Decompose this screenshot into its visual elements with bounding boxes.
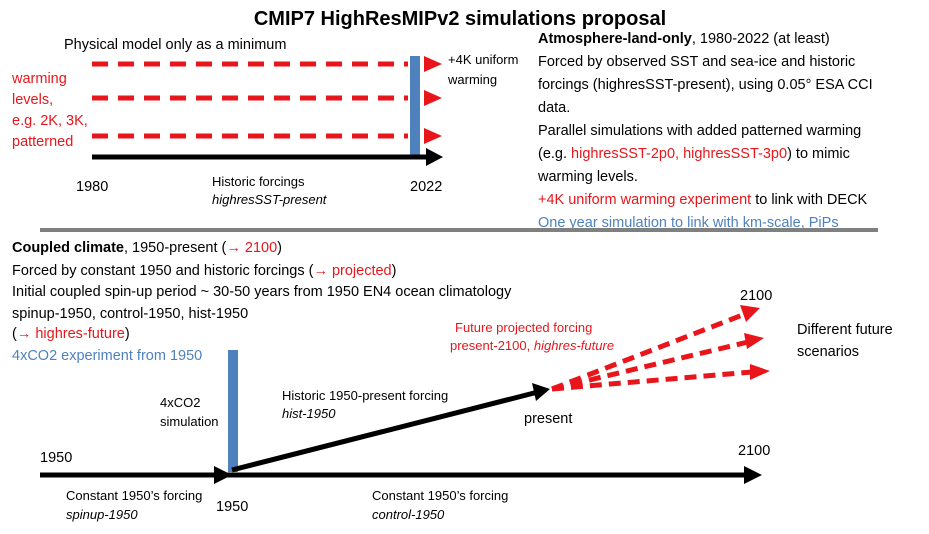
year-2100-top: 2100 [740, 288, 772, 304]
spinup-forcing-label: Constant 1950’s forcing [66, 488, 202, 503]
svg-text:4xCO2 experiment from 1950: 4xCO2 experiment from 1950 [12, 348, 202, 364]
svg-text:Different future: Different future [797, 322, 893, 338]
physical-model-note: Physical model only as a minimum [64, 37, 286, 53]
future-forcing-label: Future projected forcing [455, 320, 592, 335]
svg-text:+4K uniform: +4K uniform [448, 52, 518, 67]
year-2100-axis: 2100 [738, 443, 770, 459]
svg-text:warming levels.: warming levels. [537, 169, 638, 185]
svg-text:+4K uniform warming experiment: +4K uniform warming experiment to link w… [538, 192, 868, 208]
atmosphere-description: Atmosphere-land-only, 1980-2022 (at leas… [537, 31, 873, 231]
warming-level-arrowheads [424, 56, 442, 144]
year-1980: 1980 [76, 179, 108, 195]
warming-levels-label: warming levels, e.g. 2K, 3K, patterned [11, 71, 88, 150]
4xco2-bar [228, 350, 238, 472]
svg-text:Forced by observed SST and sea: Forced by observed SST and sea-ice and h… [538, 54, 855, 70]
4xco2-simulation-label: 4xCO2 simulation [160, 395, 219, 429]
uniform-warming-label: +4K uniform warming [447, 52, 518, 87]
uniform-warming-bar [410, 56, 420, 156]
svg-text:Initial coupled spin-up period: Initial coupled spin-up period ~ 30-50 y… [12, 284, 512, 300]
svg-text:warming: warming [447, 72, 497, 87]
year-1950-mid: 1950 [216, 499, 248, 515]
svg-text:simulation: simulation [160, 414, 219, 429]
year-1950-left: 1950 [40, 450, 72, 466]
control-forcing-label: Constant 1950’s forcing [372, 488, 508, 503]
coupled-description: Coupled climate, 1950-present (→ 2100) F… [12, 240, 512, 364]
svg-text:levels,: levels, [12, 92, 53, 108]
highresSST-present-label: highresSST-present [212, 192, 328, 207]
hist-1950-arrow [231, 389, 539, 473]
svg-text:(e.g. highresSST-2p0, highresS: (e.g. highresSST-2p0, highresSST-3p0) to… [538, 146, 850, 162]
svg-text:(→ highres-future): (→ highres-future) [12, 326, 130, 342]
svg-text:One year simulation to link wi: One year simulation to link with km-scal… [538, 215, 839, 231]
svg-text:patterned: patterned [12, 134, 73, 150]
svg-text:4xCO2: 4xCO2 [160, 395, 200, 410]
future-scenario-arrows [551, 311, 753, 392]
highres-future-label: present-2100, highres-future [450, 338, 614, 353]
spinup-arrowhead [214, 466, 232, 484]
control-1950-label: control-1950 [372, 507, 445, 522]
svg-text:Atmosphere-land-only, 1980-202: Atmosphere-land-only, 1980-2022 (at leas… [538, 31, 830, 47]
hist-forcing-label: Historic 1950-present forcing [282, 388, 448, 403]
historic-forcings-label: Historic forcings [212, 174, 305, 189]
svg-text:e.g. 2K, 3K,: e.g. 2K, 3K, [12, 113, 88, 129]
svg-text:Parallel simulations with adde: Parallel simulations with added patterne… [538, 123, 861, 139]
hist-1950-label: hist-1950 [282, 406, 336, 421]
spinup-1950-label: spinup-1950 [66, 507, 138, 522]
svg-text:Forced by constant 1950 and hi: Forced by constant 1950 and historic for… [12, 263, 396, 279]
svg-text:scenarios: scenarios [797, 344, 859, 360]
year-2022: 2022 [410, 179, 442, 195]
different-scenarios-label: Different future scenarios [797, 322, 893, 360]
svg-text:warming: warming [11, 71, 67, 87]
svg-text:forcings (highresSST-present),: forcings (highresSST-present), using 0.0… [538, 77, 873, 93]
present-label: present [524, 411, 572, 427]
svg-text:data.: data. [538, 100, 570, 116]
svg-text:Coupled climate, 1950-present: Coupled climate, 1950-present (→ 2100) [12, 240, 282, 256]
svg-text:spinup-1950, control-1950, his: spinup-1950, control-1950, hist-1950 [12, 306, 248, 322]
diagram-title: CMIP7 HighResMIPv2 simulations proposal [254, 8, 666, 30]
warming-level-arrows [92, 61, 408, 139]
